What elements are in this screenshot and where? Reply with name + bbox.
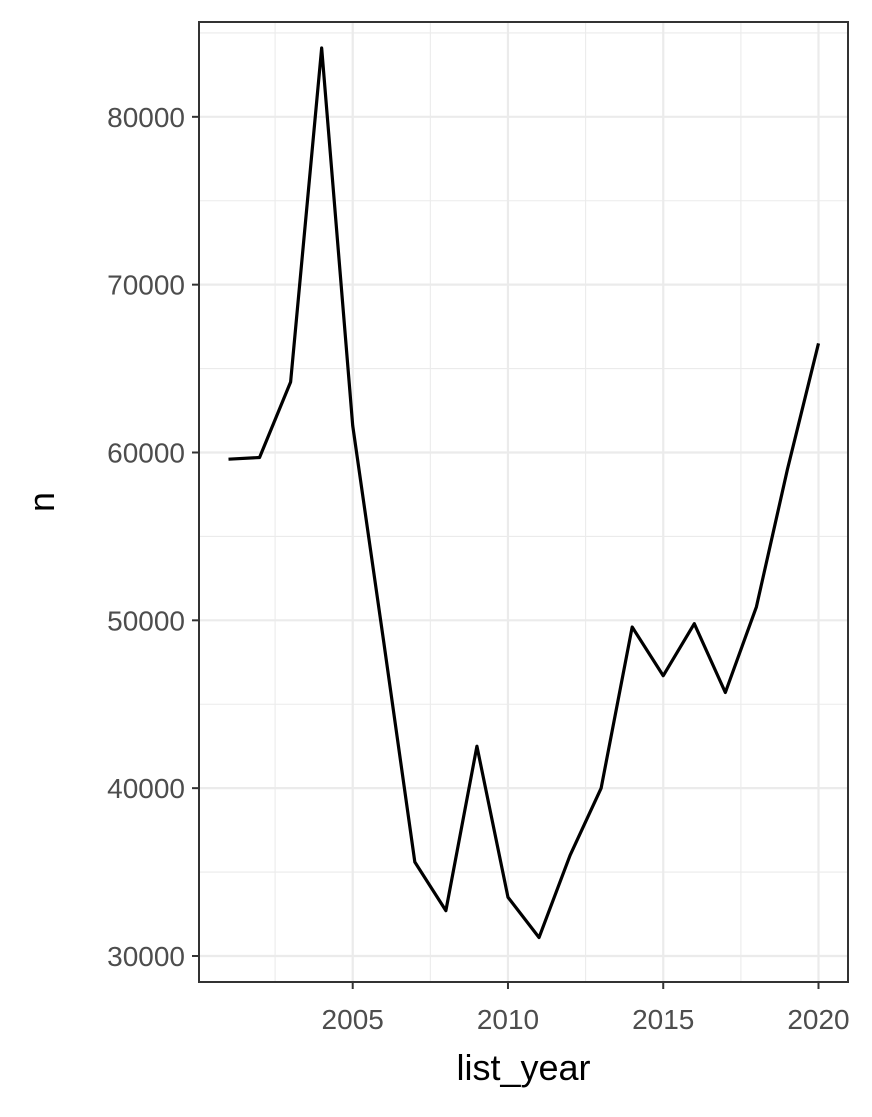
y-tick-label: 30000	[107, 941, 185, 972]
x-tick-label: 2020	[787, 1004, 849, 1035]
y-tick-label: 60000	[107, 437, 185, 468]
x-tick-label: 2015	[632, 1004, 694, 1035]
x-tick-label: 2005	[322, 1004, 384, 1035]
y-tick-label: 50000	[107, 605, 185, 636]
y-tick-label: 80000	[107, 102, 185, 133]
y-tick-label: 70000	[107, 270, 185, 301]
y-tick-label: 40000	[107, 773, 185, 804]
x-axis-title: list_year	[456, 1047, 590, 1088]
y-axis-title: n	[21, 492, 62, 512]
x-tick-label: 2010	[477, 1004, 539, 1035]
